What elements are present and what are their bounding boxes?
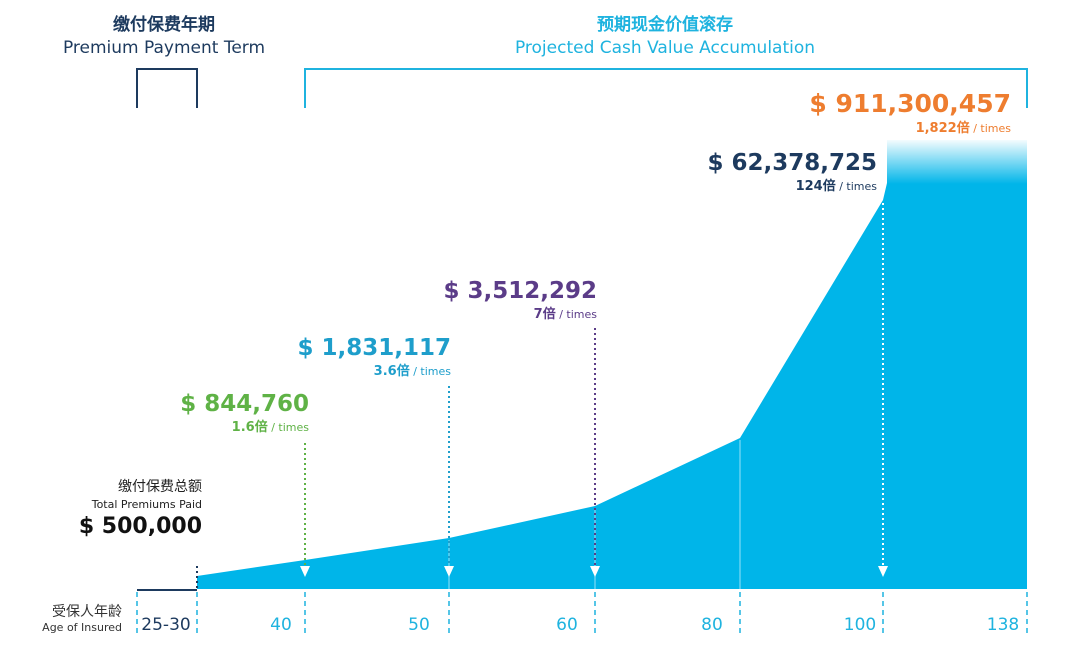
callout-multiple-suffix: / times xyxy=(836,180,878,193)
x-tick-label: 138 xyxy=(987,615,1019,635)
callout-multiple-value: 1.6倍 xyxy=(232,419,268,435)
premium-term-bracket xyxy=(136,68,198,108)
callout-pointer-arrow xyxy=(300,566,310,577)
callout-multiple-suffix: / times xyxy=(268,421,310,434)
callout-amount: $ 911,300,457 xyxy=(809,89,1011,118)
x-tick-label: 80 xyxy=(701,615,723,635)
callout-multiple-value: 124倍 xyxy=(796,178,836,194)
accumulation-header: 预期现金价值滚存 Projected Cash Value Accumulati… xyxy=(450,10,880,58)
callout-multiple-suffix: / times xyxy=(556,308,598,321)
callout-amount: $ 844,760 xyxy=(180,391,309,417)
total-premiums-value: $ 500,000 xyxy=(78,514,202,539)
age-axis-label-en: Age of Insured xyxy=(42,621,122,634)
premium-term-title-en: Premium Payment Term xyxy=(62,38,266,58)
x-tick-label: 40 xyxy=(270,615,292,635)
callout-multiple-suffix: / times xyxy=(970,122,1012,135)
accumulation-title-en: Projected Cash Value Accumulation xyxy=(514,38,816,58)
callout-multiple-value: 3.6倍 xyxy=(374,363,410,379)
x-tick-label: 100 xyxy=(844,615,876,635)
premium-term-header: 缴付保费年期 Premium Payment Term xyxy=(40,10,288,58)
total-premiums-label-en: Total Premiums Paid xyxy=(91,498,202,511)
callout-multiple-value: 7倍 xyxy=(534,306,556,322)
callout-multiple-value: 1,822倍 xyxy=(916,120,970,136)
callout-multiple-suffix: / times xyxy=(410,365,452,378)
age-axis-label-cn: 受保人年龄 xyxy=(52,604,122,620)
x-tick-label: 60 xyxy=(556,615,578,635)
callout-pointer-arrow xyxy=(590,566,600,577)
x-tick-label: 25-30 xyxy=(141,615,190,635)
callout-amount: $ 3,512,292 xyxy=(443,278,597,304)
callout-amount: $ 62,378,725 xyxy=(707,150,877,176)
final-block-fade xyxy=(887,138,1027,184)
callout-multiple: 124倍 / times xyxy=(796,178,878,194)
premium-term-title-cn: 缴付保费年期 xyxy=(113,15,215,35)
total-premiums-label-cn: 缴付保费总额 xyxy=(118,479,202,495)
callout-pointer-arrow xyxy=(444,566,454,577)
x-tick-label: 50 xyxy=(408,615,430,635)
callout-multiple: 1.6倍 / times xyxy=(232,419,310,435)
callout-amount: $ 1,831,117 xyxy=(297,335,451,361)
callout-multiple: 7倍 / times xyxy=(534,306,598,322)
accumulation-title-cn: 预期现金价值滚存 xyxy=(597,15,733,35)
callout-multiple: 1,822倍 / times xyxy=(916,120,1012,136)
callout-multiple: 3.6倍 / times xyxy=(374,363,452,379)
callout-pointer-arrow xyxy=(878,566,888,577)
accumulation-bracket xyxy=(304,68,1028,108)
cash-value-area xyxy=(197,140,1027,589)
